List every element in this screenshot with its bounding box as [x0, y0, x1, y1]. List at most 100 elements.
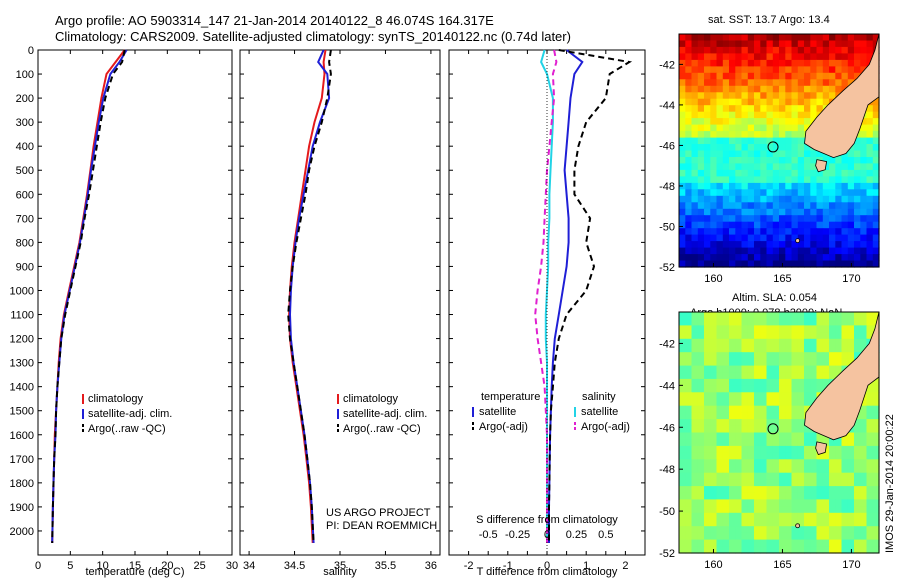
map-cell	[741, 345, 749, 353]
map-cell	[766, 432, 774, 440]
map-cell	[841, 452, 849, 460]
map-cell	[860, 492, 868, 501]
map-cell	[847, 176, 855, 184]
map-cell	[716, 392, 724, 400]
map-cell	[741, 365, 749, 373]
map-cell	[747, 432, 755, 440]
map-cell	[735, 392, 743, 400]
map-cell	[854, 492, 861, 501]
map-cell	[747, 425, 755, 434]
argo-float-marker	[767, 423, 779, 435]
map-cell	[772, 318, 780, 326]
map-cell	[804, 365, 811, 373]
map-cell	[822, 234, 830, 242]
map-cell	[860, 452, 868, 460]
map-cell	[735, 365, 743, 373]
map-cell	[691, 412, 699, 420]
map-cell	[704, 466, 711, 474]
map-cell	[860, 338, 868, 347]
map-cell	[866, 412, 874, 420]
sla-map-title-line1: Altim. SLA: 0.054	[732, 292, 817, 304]
map-cell	[679, 92, 686, 100]
map-cell	[704, 378, 711, 387]
map-cell	[785, 399, 793, 407]
map-cell	[841, 546, 849, 554]
map-cell	[785, 506, 793, 514]
map-cell	[847, 163, 855, 171]
map-cell	[822, 53, 830, 61]
map-cell	[766, 169, 774, 177]
map-cell	[679, 241, 686, 249]
map-cell	[716, 241, 724, 249]
y-tick-label: -46	[659, 422, 675, 434]
map-cell	[704, 124, 711, 132]
map-cell	[747, 34, 755, 42]
map-cell	[735, 532, 743, 541]
map-cell	[704, 399, 711, 407]
map-cell	[791, 325, 799, 333]
map-cell	[791, 182, 799, 190]
map-cell	[729, 392, 736, 400]
map-cell	[779, 182, 786, 190]
map-cell	[741, 526, 749, 534]
map-cell	[766, 486, 774, 494]
map-cell	[722, 378, 730, 387]
map-cell	[710, 79, 718, 87]
map-cell	[854, 512, 861, 521]
map-cell	[785, 332, 793, 340]
map-cell	[679, 532, 686, 541]
map-cell	[841, 163, 849, 171]
map-cell	[729, 137, 736, 145]
map-cell	[691, 247, 699, 255]
map-cell	[829, 169, 836, 177]
map-cell	[797, 176, 805, 184]
map-cell	[810, 526, 818, 534]
map-cell	[697, 85, 705, 93]
map-cell	[822, 157, 830, 165]
map-cell	[854, 419, 861, 427]
map-cell	[754, 98, 761, 106]
imos-watermark: IMOS 29-Jan-2014 20:00:22	[884, 414, 896, 553]
map-cell	[679, 546, 686, 554]
map-cell	[872, 105, 880, 113]
map-cell	[710, 215, 718, 223]
map-cell	[841, 228, 849, 236]
map-cell	[679, 472, 686, 480]
y-tick-label: 1400	[10, 382, 34, 394]
map-cell	[829, 466, 836, 474]
map-cell	[679, 144, 686, 152]
map-cell	[779, 131, 786, 139]
map-cell	[722, 150, 730, 158]
map-cell	[797, 137, 805, 145]
map-cell	[791, 163, 799, 171]
map-cell	[685, 234, 693, 242]
map-cell	[816, 53, 824, 61]
map-cell	[804, 492, 811, 501]
x-axis-label: temperature (deg C)	[85, 566, 184, 578]
map-cell	[735, 419, 743, 427]
map-cell	[697, 519, 705, 527]
map-cell	[729, 486, 736, 494]
map-cell	[747, 195, 755, 203]
map-cell	[810, 345, 818, 353]
map-cell	[722, 419, 730, 427]
map-cell	[691, 40, 699, 48]
map-cell	[779, 59, 786, 67]
map-cell	[772, 539, 780, 547]
map-cell	[797, 365, 805, 373]
map-cell	[716, 325, 724, 333]
y-tick-label: 1100	[10, 310, 34, 322]
map-cell	[847, 150, 855, 158]
map-cell	[691, 378, 699, 387]
map-cell	[772, 228, 780, 236]
map-cell	[872, 215, 880, 223]
x-tick-label: 165	[773, 273, 791, 285]
map-cell	[841, 66, 849, 74]
map-cell	[791, 105, 799, 113]
map-cell	[797, 399, 805, 407]
map-cell	[760, 459, 768, 467]
map-cell	[804, 234, 811, 242]
map-cell	[760, 34, 768, 42]
map-cell	[679, 492, 686, 501]
map-cell	[779, 372, 786, 380]
